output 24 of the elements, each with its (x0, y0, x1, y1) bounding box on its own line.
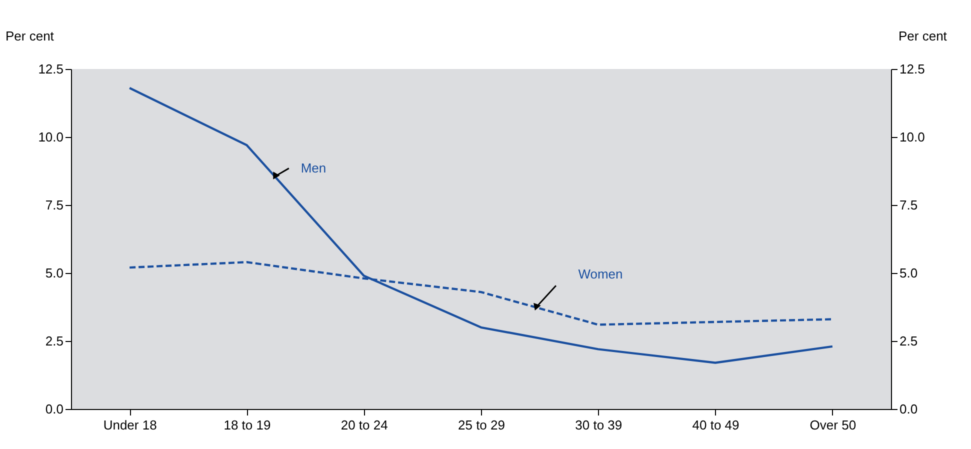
y-tick-label: 7.5 (45, 198, 64, 212)
y2-tick-label: 5.0 (900, 266, 918, 280)
x-tick-label: 18 to 19 (224, 418, 271, 432)
y-tick-label: 12.5 (38, 62, 64, 76)
y-tick-label: 5.0 (45, 266, 64, 280)
y-tick-label: 0.0 (45, 402, 64, 416)
x-tick-label: 25 to 29 (458, 418, 505, 432)
line-series (128, 86, 834, 364)
series-label: Men (300, 160, 326, 176)
y2-tick-label: 12.5 (900, 62, 925, 76)
x-tick-label: Over 50 (810, 418, 856, 432)
text: Women (578, 266, 623, 282)
y2-axis-title: Per cent (898, 28, 948, 44)
y-axis-title: Per cent (6, 28, 54, 44)
x-tick-label: 40 to 49 (692, 418, 740, 432)
y2-tick-label: 10.0 (900, 130, 925, 144)
x-tick-label: Under 18 (103, 418, 157, 432)
x-tick-label: 30 to 39 (575, 418, 622, 432)
y-tick-label: 10.0 (38, 130, 64, 144)
y2-tick-label: 2.5 (900, 334, 918, 348)
y2-tick-label: 0.0 (900, 402, 918, 416)
y2-tick-label: 7.5 (900, 198, 918, 212)
x-tick-label: 20 to 24 (340, 418, 388, 432)
y-tick-label: 2.5 (45, 334, 64, 348)
